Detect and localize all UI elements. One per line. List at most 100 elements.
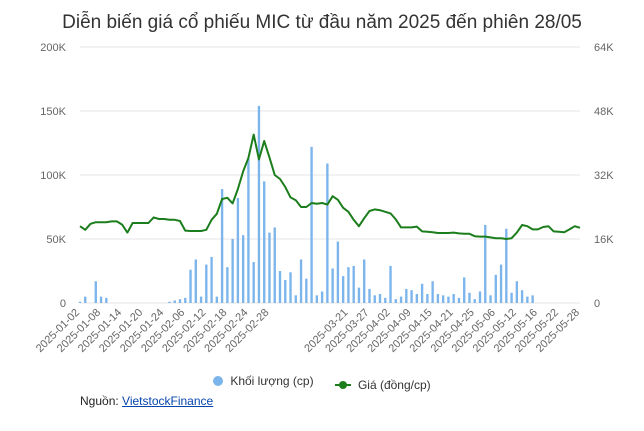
volume-bar [294, 295, 297, 303]
volume-bar [178, 299, 182, 303]
volume-bar [326, 163, 329, 303]
y-left-tick-label: 200K [40, 42, 66, 54]
y-left-tick-label: 150K [40, 106, 66, 118]
y-right-tick-label: 0 [594, 298, 600, 310]
volume-bar [531, 295, 534, 303]
volume-bar [84, 296, 87, 303]
volume-bar [431, 281, 434, 303]
price-line-path [79, 133, 581, 240]
volume-bar [184, 297, 187, 303]
volume-bar [268, 232, 271, 303]
volume-bar [226, 267, 229, 303]
volume-bar [378, 294, 382, 303]
volume-bar [368, 288, 371, 303]
volume-bar [394, 299, 397, 303]
source-label: Nguồn: [80, 394, 119, 408]
volume-bar [510, 292, 513, 303]
volume-bar [436, 294, 440, 303]
volume-bar [247, 158, 250, 303]
grid-layer [80, 46, 580, 304]
volume-bar [399, 296, 403, 303]
volume-bar [278, 271, 282, 303]
volume-bar [94, 281, 97, 303]
volume-bar [373, 295, 376, 303]
volume-swatch-icon [213, 376, 224, 386]
volume-bar [168, 301, 171, 303]
volume-bar [257, 105, 261, 303]
volume-bar [341, 276, 345, 303]
chart-title: Diễn biến giá cổ phiếu MIC từ đầu năm 20… [62, 12, 582, 33]
volume-bar [426, 294, 429, 303]
volume-bar [484, 224, 487, 303]
y-right-tick-label: 16K [594, 234, 614, 246]
legend-item-price[interactable]: Giá (đồng/cp) [334, 378, 431, 392]
y-left-tick-label: 100K [40, 170, 66, 182]
volume-bar [263, 181, 266, 303]
source-link[interactable]: VietstockFinance [122, 394, 214, 408]
volume-bar [515, 281, 519, 303]
volume-bar [284, 279, 287, 303]
volume-bar [231, 239, 234, 303]
volume-bars [78, 105, 534, 303]
volume-bar [478, 291, 482, 303]
y-right-tick-label: 48K [594, 106, 614, 118]
volume-bar [505, 228, 508, 303]
volume-bar [357, 287, 361, 303]
legend: Khối lượng (cp) Giá (đồng/cp) [0, 374, 644, 392]
volume-bar [205, 264, 208, 303]
volume-bar [199, 296, 203, 303]
volume-bar [405, 288, 408, 303]
y-right-tick-label: 64K [594, 42, 614, 54]
volume-bar [420, 283, 424, 303]
volume-bar [320, 291, 324, 303]
volume-bar [410, 290, 413, 303]
volume-bar [215, 296, 219, 303]
volume-bar [173, 300, 176, 303]
volume-bar [273, 227, 276, 303]
volume-bar [452, 294, 455, 303]
volume-bar [305, 278, 308, 303]
volume-bar [336, 241, 340, 303]
volume-bar [494, 274, 497, 303]
volume-bar [189, 269, 192, 303]
volume-bar [105, 297, 108, 303]
legend-label-volume: Khối lượng (cp) [230, 374, 314, 388]
volume-bar [468, 292, 471, 303]
volume-bar [289, 272, 292, 303]
y-left-tick-label: 50K [46, 234, 66, 246]
volume-bar [194, 259, 197, 303]
volume-bar [526, 296, 529, 303]
volume-bar [389, 265, 392, 303]
volume-bar [241, 235, 245, 303]
volume-bar [299, 259, 303, 303]
volume-bar [520, 290, 524, 303]
volume-bar [473, 299, 476, 303]
volume-bar [463, 277, 466, 303]
price-swatch-icon [334, 381, 351, 389]
volume-bar [99, 296, 103, 303]
volume-bar [447, 296, 450, 303]
volume-bar [252, 262, 255, 303]
volume-bar [310, 146, 313, 303]
volume-bar [210, 256, 213, 303]
volume-bar [415, 294, 419, 303]
volume-bar [489, 295, 492, 303]
legend-label-price: Giá (đồng/cp) [357, 378, 431, 392]
volume-bar [352, 265, 355, 303]
volume-bar [347, 267, 350, 303]
volume-bar [220, 189, 224, 303]
volume-bar [331, 268, 334, 303]
legend-item-volume[interactable]: Khối lượng (cp) [213, 374, 314, 388]
volume-bar [384, 297, 387, 303]
volume-bar [441, 295, 445, 303]
source-note: Nguồn: VietstockFinance [80, 394, 213, 408]
y-left-tick-label: 0 [60, 298, 66, 310]
volume-bar [315, 295, 319, 303]
y-right-tick-label: 32K [594, 170, 614, 182]
volume-bar [363, 259, 366, 303]
volume-bar [499, 264, 503, 303]
volume-bar [236, 198, 240, 303]
volume-bar [78, 301, 82, 303]
